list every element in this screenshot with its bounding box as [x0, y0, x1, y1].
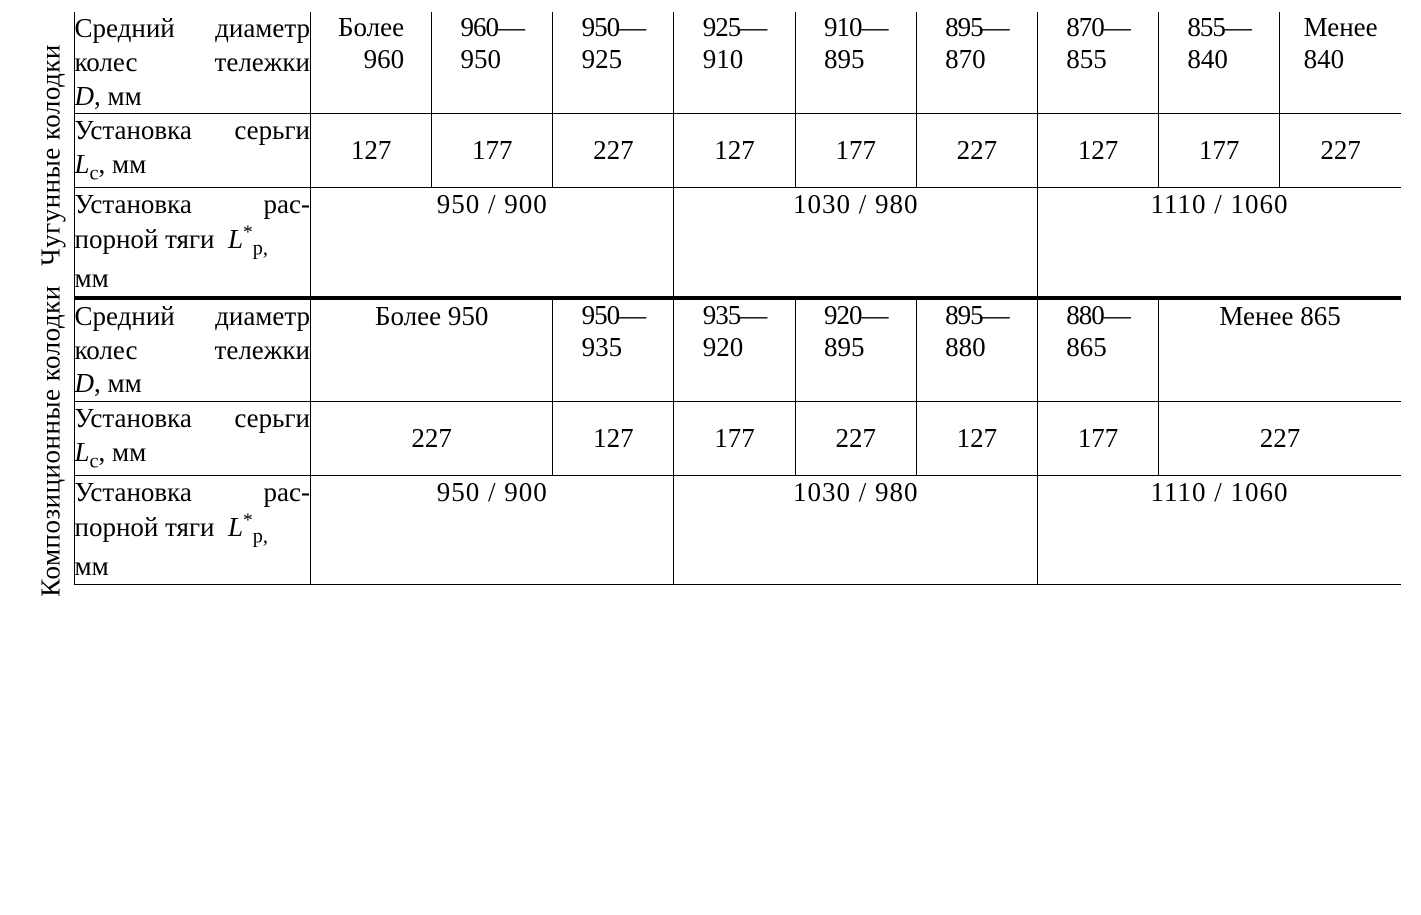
- ci-D-2: 950—925: [553, 12, 674, 113]
- ci-D-4: 910—895: [795, 12, 916, 113]
- ci-row-Lc: Установка серьги Lс, мм 127 177 227 127 …: [74, 114, 1401, 187]
- side-label-composite: Композиционные колодки: [35, 285, 66, 596]
- co-Lc-5: 177: [1037, 402, 1158, 474]
- param-rod2-l1b: рас-: [264, 477, 310, 507]
- ci-Lc-5: 227: [916, 114, 1037, 186]
- ci-Lc-4: 177: [795, 114, 916, 186]
- param-rod-l1a: Установка: [75, 189, 192, 219]
- page-container: Чугунные колодки Средний диаметр колес т…: [0, 0, 1421, 915]
- param-diameter: Средний диаметр колес тележки D, мм: [75, 12, 311, 113]
- param-diameter2-sym: D: [75, 368, 95, 398]
- param-diameter2-unit: , мм: [94, 368, 142, 398]
- ci-Lc-2: 227: [553, 114, 674, 186]
- ci-D-1: 960—950: [432, 12, 553, 113]
- ci-Lc-1: 177: [432, 114, 553, 186]
- param-shackle2-sym: L: [75, 437, 90, 467]
- param-rod-sup: *: [243, 222, 253, 243]
- param-shackle2-unit: , мм: [99, 437, 147, 467]
- main-table: Чугунные колодки Средний диаметр колес т…: [28, 12, 1401, 585]
- param-rod-2: Установка рас- порной тяги L*р, мм: [75, 476, 311, 584]
- param-diameter-2: Средний диаметр колес тележки D, мм: [75, 300, 311, 401]
- side-label-cast-iron-cell: Чугунные колодки: [28, 12, 74, 298]
- param-diameter-l1: Средний диаметр: [75, 13, 311, 43]
- param-rod-l2a: порной тяги: [75, 224, 215, 254]
- ci-Lp-2: 1110 / 1060: [1037, 188, 1401, 296]
- co-row-D: Средний диаметр колес тележки D, мм Боле…: [74, 298, 1401, 402]
- param-rod2-unit: мм: [75, 550, 311, 584]
- param-rod2-l1a: Установка: [75, 477, 192, 507]
- co-D-2: 935—920: [674, 300, 795, 401]
- param-rod-sub: р,: [253, 238, 268, 260]
- co-Lc-2: 177: [674, 402, 795, 474]
- ci-Lc-8: 227: [1280, 114, 1401, 186]
- param-diameter-sym: D: [75, 81, 95, 111]
- side-label-cast-iron: Чугунные колодки: [35, 44, 66, 266]
- param-shackle-l1: Установка серьги: [75, 115, 311, 145]
- ci-D-5: 895—870: [916, 12, 1037, 113]
- param-rod-l1b: рас-: [264, 189, 310, 219]
- ci-Lp-table: Установка рас- порной тяги L*р, мм 950 /…: [75, 188, 1402, 296]
- co-D-6: Менее 865: [1159, 300, 1401, 401]
- co-D-0: Более 950: [311, 300, 553, 401]
- co-Lc-6: 227: [1159, 402, 1401, 474]
- param-rod-sym: L: [228, 224, 243, 254]
- co-Lp-2: 1110 / 1060: [1037, 476, 1401, 584]
- ci-D-7: 855—840: [1159, 12, 1280, 113]
- param-diameter2-l2: колес тележки: [75, 335, 311, 365]
- param-diameter2-l1: Средний диаметр: [75, 301, 311, 331]
- param-shackle: Установка серьги Lс, мм: [75, 114, 311, 186]
- param-rod2-sub: р,: [253, 526, 268, 548]
- ci-Lc-7: 177: [1159, 114, 1280, 186]
- co-D-4: 895—880: [916, 300, 1037, 401]
- param-diameter-unit: , мм: [94, 81, 142, 111]
- param-rod: Установка рас- порной тяги L*р, мм: [75, 188, 311, 296]
- co-row-Lp: Установка рас- порной тяги L*р, мм 950 /…: [74, 475, 1401, 584]
- ci-Lc-0: 127: [311, 114, 432, 186]
- ci-Lc-3: 127: [674, 114, 795, 186]
- co-D-table: Средний диаметр колес тележки D, мм Боле…: [75, 300, 1402, 401]
- param-rod2-sym: L: [228, 512, 243, 542]
- co-Lp-table: Установка рас- порной тяги L*р, мм 950 /…: [75, 476, 1402, 584]
- param-rod2-l2a: порной тяги: [75, 512, 215, 542]
- param-shackle2-sub: с: [90, 450, 99, 472]
- param-shackle-unit: , мм: [99, 149, 147, 179]
- ci-row-Lp: Установка рас- порной тяги L*р, мм 950 /…: [74, 187, 1401, 298]
- co-Lc-table: Установка серьги Lс, мм 227 127 177 227 …: [75, 402, 1402, 474]
- co-Lc-3: 227: [795, 402, 916, 474]
- param-shackle-sub: с: [90, 162, 99, 184]
- param-diameter-l2: колес тележки: [75, 47, 311, 77]
- ci-Lp-1: 1030 / 980: [674, 188, 1037, 296]
- co-Lc-4: 127: [916, 402, 1037, 474]
- co-Lp-1: 1030 / 980: [674, 476, 1037, 584]
- co-D-3: 920—895: [795, 300, 916, 401]
- param-shackle-sym: L: [75, 149, 90, 179]
- ci-D-3: 925—910: [674, 12, 795, 113]
- co-Lc-1: 127: [553, 402, 674, 474]
- ci-Lc-6: 127: [1037, 114, 1158, 186]
- ci-D-8: Менее840: [1280, 12, 1401, 113]
- co-D-5: 880—865: [1037, 300, 1158, 401]
- param-shackle-2: Установка серьги Lс, мм: [75, 402, 311, 474]
- side-label-composite-cell: Композиционные колодки: [28, 298, 74, 584]
- co-D-1: 950—935: [553, 300, 674, 401]
- ci-row-D: Средний диаметр колес тележки D, мм Боле…: [74, 12, 1401, 114]
- param-shackle2-l1: Установка серьги: [75, 403, 311, 433]
- co-Lp-0: 950 / 900: [311, 476, 674, 584]
- co-Lc-0: 227: [311, 402, 553, 474]
- ci-D-0: Более960: [311, 12, 432, 113]
- ci-Lp-0: 950 / 900: [311, 188, 674, 296]
- param-rod-unit: мм: [75, 262, 311, 296]
- ci-D-6: 870—855: [1037, 12, 1158, 113]
- param-rod2-sup: *: [243, 510, 253, 531]
- ci-Lc-table: Установка серьги Lс, мм 127 177 227 127 …: [75, 114, 1402, 186]
- co-row-Lc: Установка серьги Lс, мм 227 127 177 227 …: [74, 402, 1401, 475]
- ci-D-table: Средний диаметр колес тележки D, мм Боле…: [75, 12, 1402, 113]
